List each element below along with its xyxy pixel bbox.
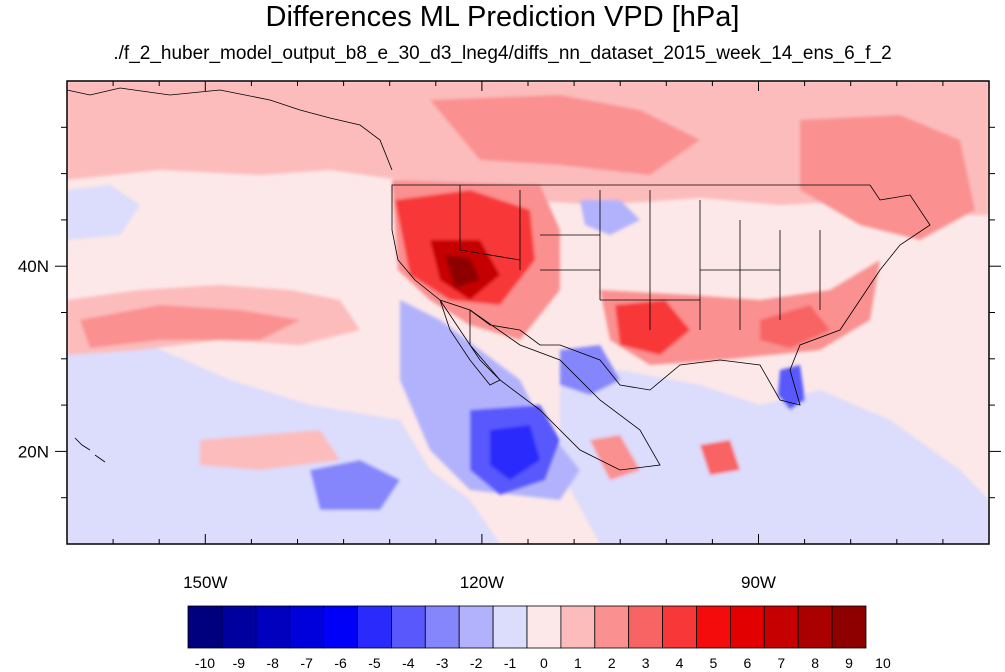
colorbar-label: 7 xyxy=(777,655,785,671)
colorbar-box xyxy=(560,605,596,649)
colorbar-label: 3 xyxy=(642,655,650,671)
colorbar-box xyxy=(289,605,325,649)
lon-tick-label: 90W xyxy=(741,573,776,592)
colorbar-label: 1 xyxy=(574,655,582,671)
axis-ticks xyxy=(55,81,1001,544)
field-shading xyxy=(67,81,989,544)
colorbar-box xyxy=(221,605,257,649)
lat-tick-label: 20N xyxy=(18,442,49,461)
colorbar-box xyxy=(458,605,494,649)
colorbar-label: 2 xyxy=(608,655,616,671)
colorbar-box xyxy=(187,605,223,649)
colorbar-box xyxy=(628,605,664,649)
lon-tick-label: 120W xyxy=(460,573,504,592)
plot-subtitle: ./f_2_huber_model_output_b8_e_30_d3_lneg… xyxy=(113,43,892,64)
lon-tick-label: 150W xyxy=(183,573,227,592)
colorbar-box xyxy=(797,605,833,649)
colorbar-box xyxy=(357,605,392,649)
colorbar-box xyxy=(730,605,765,649)
lat-tick-label: 40N xyxy=(18,257,49,276)
colorbar-label: -3 xyxy=(436,655,449,671)
colorbar-label: -8 xyxy=(267,655,280,671)
colorbar-label: 6 xyxy=(743,655,751,671)
colorbar-box xyxy=(424,605,460,649)
colorbar-label: 8 xyxy=(811,655,819,671)
axis-tick-labels: 150W 120W 90W 40N 20N xyxy=(18,257,776,592)
colorbar-labels: -10 -9 -8 -7 -6 -5 -4 -3 -2 -1 0 1 2 3 4 5 6 7 8 9 10 xyxy=(195,655,891,671)
colorbar-label: -9 xyxy=(233,655,246,671)
colorbar-label: -7 xyxy=(300,655,313,671)
colorbar-box xyxy=(323,605,358,649)
colorbar-label: -6 xyxy=(334,655,347,671)
colorbar-label: 5 xyxy=(710,655,718,671)
colorbar-box xyxy=(526,605,562,649)
map-borders xyxy=(67,87,931,471)
colorbar-label: 9 xyxy=(845,655,853,671)
colorbar-box xyxy=(390,605,426,649)
colorbar-label: 0 xyxy=(540,655,548,671)
colorbar-label: 4 xyxy=(676,655,684,671)
colorbar-box xyxy=(696,605,731,649)
colorbar-box xyxy=(763,605,799,649)
colorbar-box xyxy=(831,605,867,649)
plot-title: Differences ML Prediction VPD [hPa] xyxy=(265,1,740,33)
colorbar-boxes xyxy=(187,605,867,649)
colorbar-box xyxy=(255,605,291,649)
colorbar-label: -2 xyxy=(470,655,483,671)
colorbar-box xyxy=(662,605,697,649)
colorbar-box xyxy=(594,605,630,649)
colorbar-label: -5 xyxy=(368,655,381,671)
colorbar-box xyxy=(492,605,528,649)
colorbar-label: 10 xyxy=(875,655,891,671)
colorbar-label: -10 xyxy=(195,655,215,671)
colorbar-label: -4 xyxy=(402,655,415,671)
colorbar-label: -1 xyxy=(504,655,517,671)
